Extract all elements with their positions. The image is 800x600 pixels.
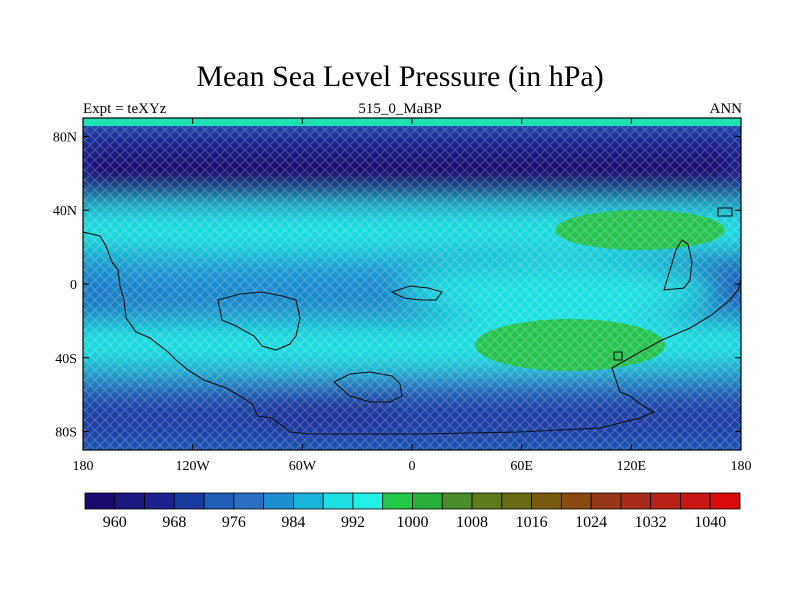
colorbar-swatch bbox=[680, 492, 711, 510]
x-tick-label: 120E bbox=[617, 459, 647, 474]
x-tick-label: 60W bbox=[289, 459, 317, 474]
colorbar-swatch bbox=[590, 492, 622, 510]
colorbar-swatch bbox=[412, 492, 443, 510]
colorbar-swatch bbox=[531, 492, 562, 510]
colorbar-label: 976 bbox=[222, 514, 246, 531]
colorbar-label: 1032 bbox=[635, 514, 667, 531]
colorbar-swatch bbox=[471, 492, 503, 510]
colorbar-swatch bbox=[233, 492, 265, 510]
colorbar-swatch bbox=[441, 492, 473, 510]
colorbar-swatch bbox=[173, 492, 205, 510]
colorbar-label: 968 bbox=[162, 514, 186, 531]
coastline-east-landmass bbox=[663, 239, 693, 291]
colorbar-label: 960 bbox=[103, 514, 127, 531]
y-tick-label: 0 bbox=[70, 278, 77, 293]
colorbar-swatch bbox=[650, 492, 681, 510]
coastline-southeast-island bbox=[613, 351, 623, 361]
x-tick-label: 180 bbox=[73, 459, 94, 474]
colorbar-label: 992 bbox=[341, 514, 365, 531]
plot-title: Mean Sea Level Pressure (in hPa) bbox=[196, 60, 604, 93]
axis-ticks: 180 120W 60W 0 60E 120E 180 80N 40N 0 40S 80S bbox=[53, 118, 752, 474]
colorbar-swatch bbox=[263, 492, 294, 510]
colorbar: 960 968 976 984 992 1000 1008 1016 1024 1032 1040 bbox=[84, 492, 741, 531]
colorbar-swatch bbox=[293, 492, 324, 510]
colorbar-swatch bbox=[322, 492, 354, 510]
colorbar-swatch bbox=[382, 492, 413, 510]
colorbar-swatch bbox=[144, 492, 175, 510]
colorbar-swatch bbox=[352, 492, 384, 510]
continent-outlines bbox=[83, 207, 741, 435]
colorbar-label: 1000 bbox=[397, 514, 429, 531]
season-label: ANN bbox=[709, 101, 743, 117]
colorbar-swatch bbox=[114, 492, 145, 510]
time-label: 515_0_MaBP bbox=[358, 101, 442, 117]
colorbar-label: 1040 bbox=[694, 514, 726, 531]
y-tick-label: 80N bbox=[53, 130, 77, 145]
coastline-antarctic-west bbox=[333, 371, 403, 403]
coastline-west bbox=[83, 231, 741, 435]
colorbar-swatch bbox=[709, 492, 741, 510]
coastline-island-north bbox=[390, 285, 443, 301]
x-tick-label: 120W bbox=[176, 459, 211, 474]
y-tick-label: 80S bbox=[55, 426, 77, 441]
colorbar-swatch bbox=[203, 492, 235, 510]
coastline-east-edge bbox=[717, 207, 733, 217]
map-field bbox=[83, 118, 741, 450]
colorbar-swatch bbox=[84, 492, 116, 510]
x-tick-label: 180 bbox=[731, 459, 752, 474]
x-tick-label: 0 bbox=[409, 459, 416, 474]
colorbar-label: 984 bbox=[281, 514, 305, 531]
colorbar-label: 1008 bbox=[456, 514, 488, 531]
colorbar-label: 1016 bbox=[516, 514, 548, 531]
colorbar-label: 1024 bbox=[575, 514, 607, 531]
x-tick-label: 60E bbox=[510, 459, 533, 474]
colorbar-swatch bbox=[501, 492, 532, 510]
hatch-overlay bbox=[83, 118, 741, 450]
y-tick-label: 40S bbox=[55, 352, 77, 367]
y-tick-label: 40N bbox=[53, 204, 77, 219]
experiment-label: Expt = teXYz bbox=[83, 101, 167, 117]
colorbar-swatch bbox=[620, 492, 652, 510]
coastline-africa bbox=[217, 291, 301, 351]
colorbar-swatch bbox=[560, 492, 592, 510]
